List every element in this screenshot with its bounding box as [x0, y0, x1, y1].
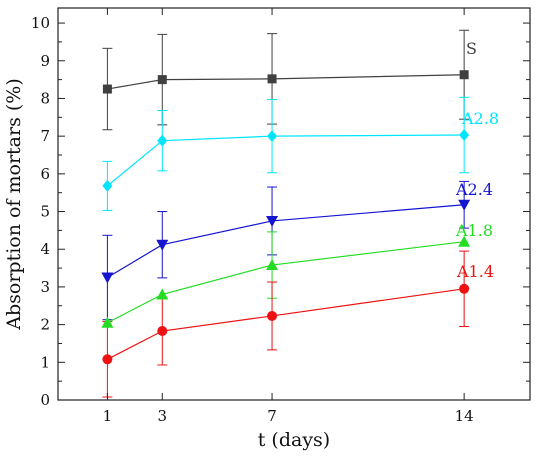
x-tick-label: 14: [455, 407, 474, 425]
x-tick-label: 7: [267, 407, 277, 425]
y-tick-label: 8: [40, 89, 50, 107]
series-label: A2.8: [461, 109, 499, 128]
data-point: [459, 70, 469, 80]
data-point: [101, 272, 114, 284]
data-point: [267, 74, 277, 84]
y-tick-label: 3: [40, 278, 50, 296]
series-label: A2.4: [455, 180, 493, 199]
series-line: [107, 134, 465, 187]
y-tick-label: 1: [40, 353, 50, 371]
axis-ticks: [58, 8, 530, 401]
data-point: [157, 326, 168, 337]
data-point: [459, 283, 470, 294]
data-point: [157, 134, 168, 147]
data-point: [266, 259, 279, 271]
data-point: [156, 288, 169, 300]
data-point: [102, 354, 113, 365]
data-point: [156, 239, 169, 251]
tick-labels: 0 1 2 3 4 5 6 7 8 9 10 1 3 7 14: [31, 14, 474, 425]
series-label: A1.8: [455, 221, 493, 240]
data-point: [267, 130, 278, 143]
data-point: [458, 235, 471, 247]
series-label: S: [466, 39, 477, 58]
data-point: [101, 316, 114, 328]
y-tick-label: 0: [40, 391, 50, 409]
x-tick-label: 1: [103, 407, 113, 425]
x-tick-label: 3: [158, 407, 168, 425]
series-line: [107, 288, 465, 360]
data-point: [459, 129, 470, 142]
series-line: [107, 241, 465, 324]
series-line: [107, 74, 465, 90]
series-labels: S A2.8 A2.4 A1.8 A1.4: [455, 39, 499, 281]
y-tick-label: 2: [40, 316, 50, 334]
x-axis-label: t (days): [258, 429, 330, 451]
data-point: [458, 199, 471, 211]
data-point: [266, 215, 279, 227]
data-point: [102, 84, 112, 94]
y-tick-label: 6: [40, 165, 50, 183]
data-point: [157, 75, 167, 85]
series-lines: [107, 74, 465, 360]
y-tick-label: 10: [31, 14, 50, 32]
y-axis-label: Absorption of mortars (%): [3, 78, 25, 331]
y-tick-label: 4: [40, 240, 50, 258]
data-point: [267, 310, 278, 321]
series-line: [107, 204, 465, 279]
series-label: A1.4: [456, 262, 494, 281]
data-points: [101, 70, 471, 365]
y-tick-label: 9: [40, 52, 50, 70]
error-bars: [102, 29, 470, 398]
y-tick-label: 7: [40, 127, 50, 145]
plot-frame: [57, 7, 531, 401]
y-tick-label: 5: [40, 203, 50, 221]
data-point: [102, 179, 113, 192]
